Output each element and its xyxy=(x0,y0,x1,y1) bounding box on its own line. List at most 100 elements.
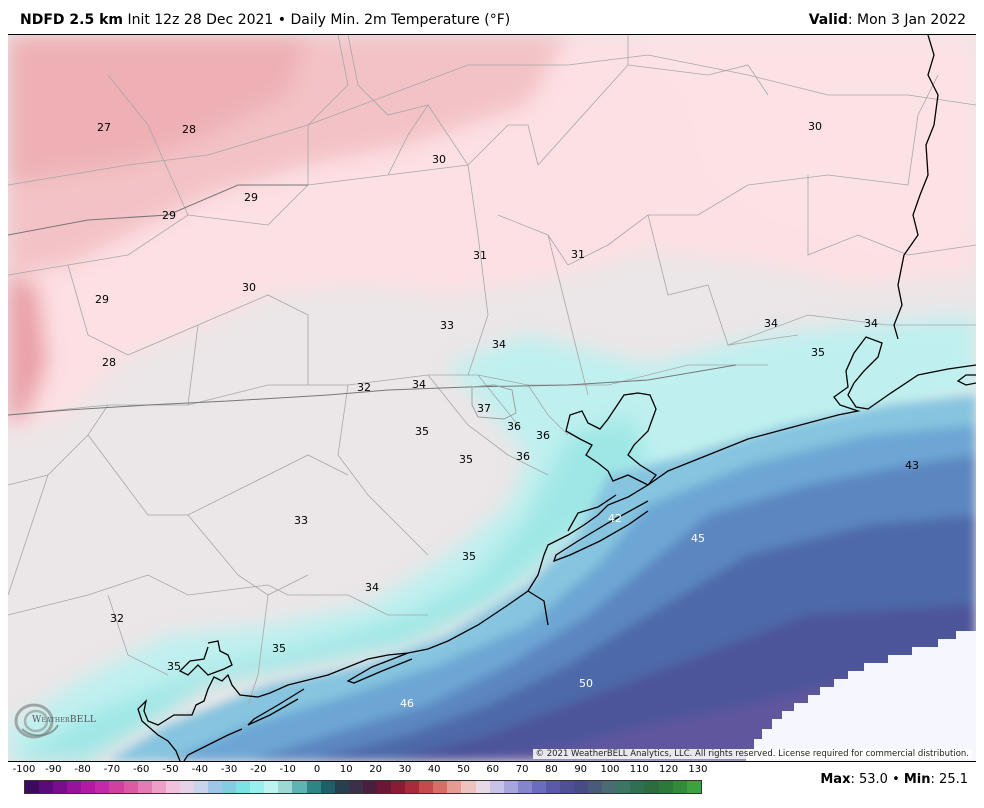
valid-value: : Mon 3 Jan 2022 xyxy=(847,12,966,28)
temp-label: 31 xyxy=(473,249,487,262)
legend-tick-label: 20 xyxy=(369,764,382,775)
map-title: NDFD 2.5 km Init 12z 28 Dec 2021 • Daily… xyxy=(20,12,510,28)
valid-time: Valid: Mon 3 Jan 2022 xyxy=(809,12,966,28)
temperature-map[interactable]: 27 28 30 30 29 29 30 31 31 29 33 34 34 3… xyxy=(8,34,976,762)
legend-color-swatch xyxy=(531,781,546,793)
temp-label: 34 xyxy=(764,317,778,330)
legend-tick-label: -40 xyxy=(191,764,208,775)
legend-tick-label: 0 xyxy=(313,764,321,775)
legend-color-swatch xyxy=(137,781,152,793)
legend-tick-label: -70 xyxy=(103,764,121,775)
title-separator: • xyxy=(277,12,287,28)
legend-color-swatch xyxy=(306,781,321,793)
coastline xyxy=(137,336,976,761)
county-borders xyxy=(8,35,976,706)
temp-label: 34 xyxy=(492,338,506,351)
init-time: Init 12z 28 Dec 2021 xyxy=(127,12,274,28)
temp-labels: 27 28 30 30 29 29 30 31 31 29 33 34 34 3… xyxy=(95,120,919,710)
legend-color-swatch xyxy=(588,781,603,793)
temp-label: 32 xyxy=(110,612,124,625)
legend-tick-label: -10 xyxy=(279,764,296,775)
temp-label: 29 xyxy=(95,293,109,306)
legend-tick-label: 100 xyxy=(600,764,620,775)
legend-color-swatch xyxy=(574,781,589,793)
temp-label: 36 xyxy=(516,450,530,463)
temp-label: 43 xyxy=(905,459,919,472)
temp-label: 35 xyxy=(459,453,473,466)
legend-color-swatch xyxy=(602,781,617,793)
logo-swirl-icon xyxy=(14,703,59,739)
legend-color-swatch xyxy=(151,781,166,793)
legend-color-swatch xyxy=(264,781,279,793)
legend-color-swatch xyxy=(362,781,377,793)
temp-label: 29 xyxy=(244,191,258,204)
temp-label: 33 xyxy=(294,514,308,527)
temp-label: 34 xyxy=(365,581,379,594)
legend-color-swatch xyxy=(475,781,490,793)
legend-color-swatch xyxy=(193,781,209,793)
legend-color-swatch xyxy=(109,781,124,793)
legend-color-swatch xyxy=(278,781,293,793)
legend-color-swatch xyxy=(53,781,68,793)
map-canvas: 27 28 30 30 29 29 30 31 31 29 33 34 34 3… xyxy=(8,35,976,761)
legend-color-swatch xyxy=(208,781,223,793)
legend-color-swatch xyxy=(419,781,434,793)
legend-color-swatch xyxy=(616,781,631,793)
no-data-region xyxy=(746,631,976,761)
min-label: Min xyxy=(903,772,931,787)
color-legend: -100 -90 -80 -70 -60 -50 -40 -30 -20 -10 0 10 20 30 40… xyxy=(8,764,728,804)
temp-label: 34 xyxy=(412,378,426,391)
max-min-stats: Max: 53.0 • Min: 25.1 xyxy=(820,772,968,787)
temp-label: 28 xyxy=(102,356,116,369)
temp-label: 35 xyxy=(811,346,825,359)
temp-label: 28 xyxy=(182,123,196,136)
max-value: : 53.0 xyxy=(850,772,888,787)
legend-color-swatch xyxy=(165,781,180,793)
legend-color-swatch xyxy=(25,781,40,793)
legend-colorbar xyxy=(24,780,702,794)
max-label: Max xyxy=(820,772,851,787)
weatherbell-logo: WeatherBELL xyxy=(12,699,98,743)
temp-label: 36 xyxy=(536,429,550,442)
legend-tick-label: 130 xyxy=(688,764,708,775)
legend-color-swatch xyxy=(461,781,476,793)
stats-separator: • xyxy=(887,772,904,787)
valid-label: Valid xyxy=(808,12,848,28)
legend-color-swatch xyxy=(292,781,307,793)
temp-label: 36 xyxy=(507,420,521,433)
product-name: Daily Min. 2m Temperature (°F) xyxy=(290,12,511,28)
legend-color-swatch xyxy=(517,781,532,793)
legend-tick-label: 110 xyxy=(629,764,649,775)
houston-outline xyxy=(471,384,517,420)
min-value: : 25.1 xyxy=(930,772,968,787)
legend-color-swatch xyxy=(179,781,194,793)
temp-label: 33 xyxy=(440,319,454,332)
model-name: NDFD 2.5 km xyxy=(20,12,123,28)
legend-color-swatch xyxy=(545,781,560,793)
legend-tick-label: 50 xyxy=(457,764,470,775)
temp-label: 35 xyxy=(415,425,429,438)
temp-label: 30 xyxy=(432,153,446,166)
legend-tick-label: -80 xyxy=(74,764,91,775)
legend-tick-label: -50 xyxy=(162,764,179,775)
legend-color-swatch xyxy=(334,781,349,793)
legend-color-swatch xyxy=(630,781,645,793)
mild-zone xyxy=(8,315,976,761)
legend-color-swatch xyxy=(489,781,504,793)
temp-label: 50 xyxy=(579,677,593,690)
temp-label: 46 xyxy=(400,697,414,710)
legend-color-swatch xyxy=(376,781,392,793)
legend-tick-label: -90 xyxy=(45,764,62,775)
temp-label: 35 xyxy=(167,660,181,673)
legend-ticks: -100 -90 -80 -70 -60 -50 -40 -30 -20 -10 0 10 20 30 40… xyxy=(8,764,728,778)
temp-label: 35 xyxy=(462,550,476,563)
legend-tick-label: 90 xyxy=(574,764,588,775)
temp-label: 30 xyxy=(242,281,256,294)
legend-color-swatch xyxy=(672,781,687,793)
temp-label: 32 xyxy=(357,381,371,394)
legend-color-swatch xyxy=(250,781,265,793)
legend-tick-label: -60 xyxy=(133,764,150,775)
legend-color-swatch xyxy=(503,781,518,793)
legend-color-swatch xyxy=(236,781,251,793)
logo-text: WeatherBELL xyxy=(32,715,97,725)
